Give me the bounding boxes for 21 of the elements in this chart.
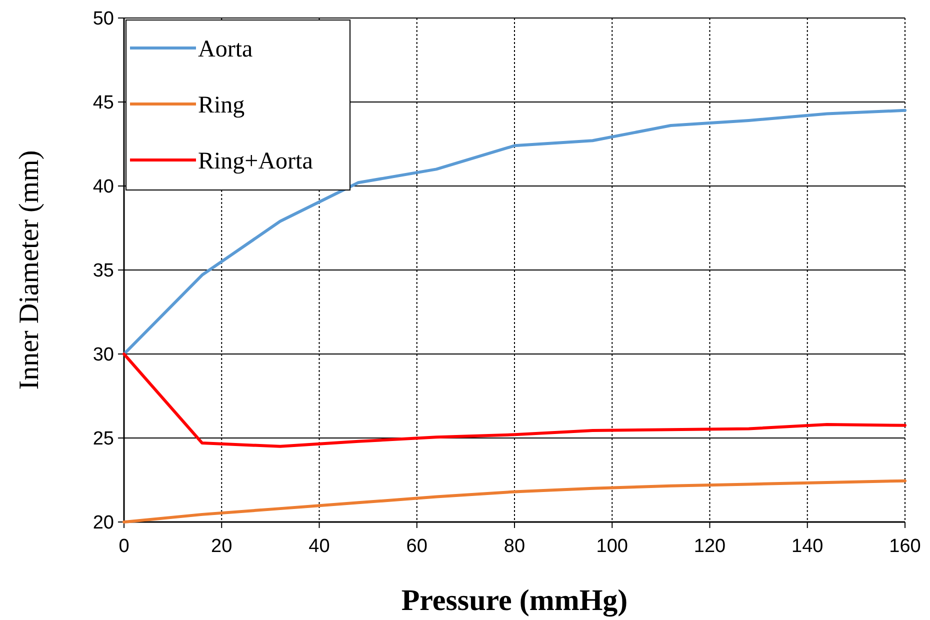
y-tick-label: 35 [92, 260, 114, 282]
y-tick-label: 20 [92, 512, 114, 534]
y-tick-label: 50 [92, 8, 114, 30]
legend-label: Aorta [198, 36, 253, 62]
x-tick-label: 20 [211, 536, 232, 557]
legend-label: Ring [198, 92, 245, 118]
x-tick-label: 160 [889, 536, 921, 557]
x-axis-title: Pressure (mmHg) [401, 584, 628, 617]
y-tick-label: 45 [92, 92, 114, 114]
y-axis-title: Inner Diameter (mm) [14, 150, 45, 390]
x-tick-label: 0 [118, 536, 130, 557]
x-tick-label: 40 [308, 536, 330, 557]
x-tick-label: 120 [694, 536, 726, 557]
y-tick-label: 30 [92, 344, 114, 366]
x-tick-label: 100 [596, 536, 628, 557]
x-tick-label: 60 [406, 536, 428, 557]
y-tick-label: 25 [92, 428, 114, 450]
x-tick-label: 80 [504, 536, 526, 557]
y-tick-label: 40 [92, 176, 114, 198]
x-tick-label: 140 [792, 536, 824, 557]
legend-label: Ring+Aorta [198, 148, 314, 174]
